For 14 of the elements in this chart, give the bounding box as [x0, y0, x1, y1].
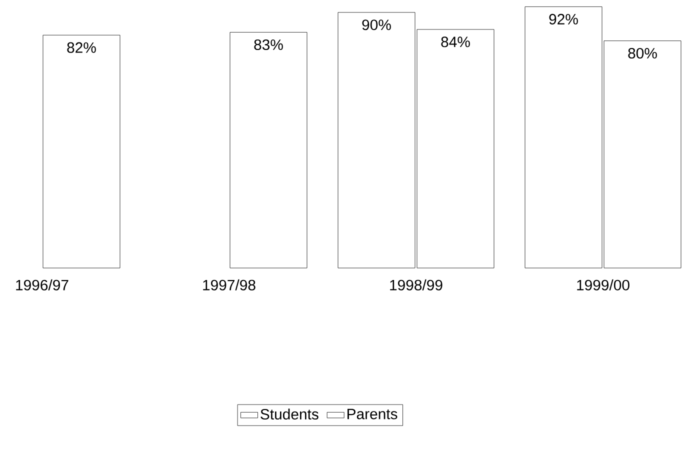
data-label: 82%: [67, 42, 96, 53]
bar: [230, 32, 308, 268]
bar: [42, 34, 120, 268]
data-label: 83%: [254, 39, 283, 50]
x-tick-label: 1999/00: [577, 279, 630, 290]
data-label: 90%: [362, 20, 391, 30]
data-label: 80%: [628, 48, 657, 59]
data-label: 92%: [549, 14, 578, 24]
legend-label: Students: [260, 408, 318, 420]
x-tick-label: 1997/98: [203, 279, 256, 290]
data-label: 84%: [441, 36, 470, 48]
x-tick-label: 1998/99: [390, 279, 442, 290]
legend-label: Parents: [348, 408, 398, 420]
x-tick-label: 1996/97: [16, 279, 68, 290]
